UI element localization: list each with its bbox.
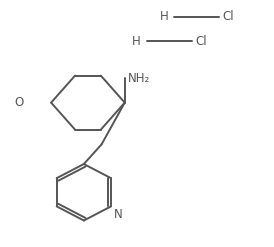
Text: H: H	[132, 35, 141, 48]
Text: NH₂: NH₂	[128, 72, 150, 84]
Text: O: O	[15, 96, 24, 109]
Text: Cl: Cl	[196, 35, 207, 48]
Text: Cl: Cl	[223, 10, 235, 23]
Text: H: H	[159, 10, 168, 23]
Text: N: N	[114, 208, 123, 221]
